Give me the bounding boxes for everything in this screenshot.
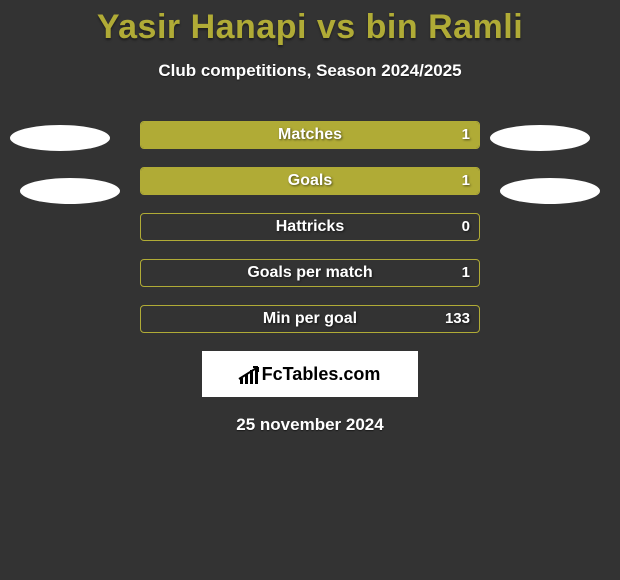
stat-row: Hattricks0 [0, 213, 620, 241]
player-photo-placeholder [500, 178, 600, 204]
page-title: Yasir Hanapi vs bin Ramli [0, 0, 620, 47]
stat-value-right: 133 [140, 305, 470, 333]
stat-value-right: 1 [140, 259, 470, 287]
subtitle: Club competitions, Season 2024/2025 [0, 61, 620, 81]
comparison-chart: Matches1Goals1Hattricks0Goals per match1… [0, 121, 620, 333]
logo-bars-icon [240, 364, 258, 384]
logo-text: FcTables.com [262, 364, 381, 385]
date-line: 25 november 2024 [0, 415, 620, 435]
player-photo-placeholder [490, 125, 590, 151]
logo-arrow-icon [238, 364, 264, 382]
stat-value-right: 1 [140, 121, 470, 149]
logo-box: FcTables.com [202, 351, 418, 397]
stat-row: Goals per match1 [0, 259, 620, 287]
stat-row: Min per goal133 [0, 305, 620, 333]
player-photo-placeholder [10, 125, 110, 151]
stat-value-right: 0 [140, 213, 470, 241]
player-photo-placeholder [20, 178, 120, 204]
stat-value-right: 1 [140, 167, 470, 195]
